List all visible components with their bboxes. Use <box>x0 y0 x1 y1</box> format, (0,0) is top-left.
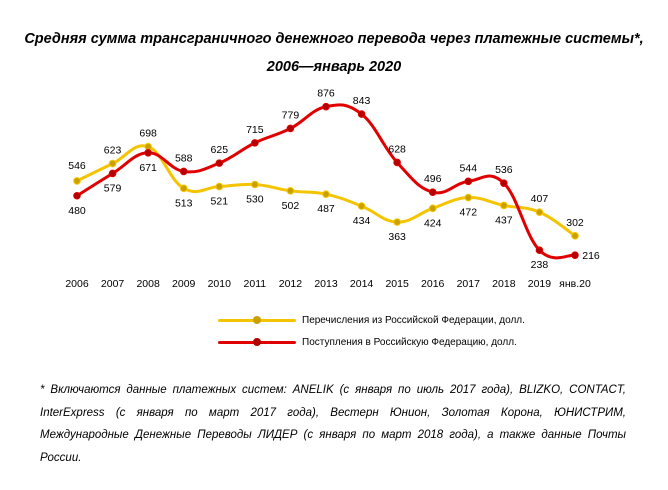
data-label: 715 <box>246 124 264 136</box>
data-point <box>179 167 188 176</box>
data-label: 698 <box>139 128 157 140</box>
x-tick-label: 2011 <box>244 278 267 290</box>
data-label: 496 <box>424 173 442 185</box>
legend-label-incoming: Поступления в Российскую Федерацию, долл… <box>302 336 517 348</box>
data-label: 843 <box>353 95 371 107</box>
data-point <box>251 139 259 147</box>
data-point <box>322 102 330 111</box>
data-label: 671 <box>139 162 157 174</box>
data-label: 521 <box>211 196 229 208</box>
data-label: 302 <box>566 217 584 229</box>
data-label: 546 <box>68 160 86 172</box>
data-point <box>286 187 295 195</box>
data-label: 502 <box>282 200 300 212</box>
data-label: 424 <box>424 217 442 229</box>
x-tick-label: 2012 <box>279 278 303 290</box>
data-label: 625 <box>211 144 229 156</box>
data-label: 487 <box>317 203 335 215</box>
data-point <box>215 182 224 191</box>
data-label: 530 <box>246 194 264 206</box>
data-point <box>393 218 401 226</box>
data-point <box>535 208 544 216</box>
data-point <box>73 191 81 200</box>
data-label: 779 <box>282 109 300 121</box>
legend-label-outgoing: Перечисления из Российской Федерации, до… <box>302 314 525 326</box>
data-label: 216 <box>582 250 600 262</box>
footnote: * Включаются данные платежных систем: AN… <box>40 384 626 464</box>
data-label: 407 <box>531 193 549 205</box>
x-tick-label: 2019 <box>528 278 552 290</box>
data-label: 472 <box>460 207 478 219</box>
data-point <box>357 110 366 118</box>
data-label: 544 <box>460 162 478 174</box>
data-point <box>571 232 579 240</box>
data-point <box>571 251 579 259</box>
data-point <box>357 202 366 210</box>
x-tick-label: 2017 <box>457 278 481 290</box>
data-point <box>535 246 544 254</box>
data-point <box>322 190 330 198</box>
data-label: 437 <box>495 214 513 226</box>
data-point <box>179 184 188 193</box>
x-tick-label: 2008 <box>136 278 160 290</box>
data-point <box>108 159 117 168</box>
data-label: 434 <box>353 215 371 227</box>
legend-swatch-incoming <box>218 336 296 348</box>
data-point <box>464 177 473 186</box>
data-point <box>393 158 401 167</box>
data-point <box>428 188 437 196</box>
x-tick-label: 2010 <box>208 278 232 290</box>
x-tick-label: 2018 <box>492 278 516 290</box>
legend-item-incoming: Поступления в Российскую Федерацию, долл… <box>218 336 517 348</box>
data-point <box>464 193 473 202</box>
data-point <box>73 177 81 185</box>
data-label: 623 <box>104 145 122 157</box>
data-point <box>215 159 224 167</box>
line-chart: 2006 2007 2008 2009 2010 2011 2012 2013 2014 2015… <box>65 88 600 290</box>
data-label: 628 <box>388 143 406 155</box>
legend-item-outgoing: Перечисления из Российской Федерации, до… <box>218 314 525 326</box>
x-tick-label: 2009 <box>172 278 196 290</box>
data-label: 579 <box>104 182 122 194</box>
chart-title-line-1: Средняя сумма трансграничного денежного … <box>24 31 644 47</box>
x-tick-label: 2013 <box>314 278 338 290</box>
data-point <box>500 201 508 210</box>
data-label: 536 <box>495 164 513 176</box>
data-point <box>108 169 117 178</box>
x-tick-label: 2006 <box>65 278 89 290</box>
x-tick-label: 2014 <box>350 278 374 290</box>
data-point <box>428 204 437 213</box>
data-label: 363 <box>388 231 406 243</box>
x-tick-label: 2007 <box>101 278 125 290</box>
data-point <box>286 124 295 133</box>
data-label: 588 <box>175 152 193 164</box>
legend-swatch-outgoing <box>218 314 296 326</box>
data-label: 480 <box>68 205 86 217</box>
x-tick-label: 2016 <box>421 278 445 290</box>
data-point <box>144 148 152 157</box>
data-label: 513 <box>175 197 193 209</box>
chart-title-line-2: 2006—январь 2020 <box>266 59 402 75</box>
data-point <box>251 180 259 189</box>
data-label: 238 <box>531 259 549 271</box>
x-tick-label: 2015 <box>385 278 409 290</box>
data-point <box>500 179 508 187</box>
x-tick-label: янв.20 <box>559 278 591 290</box>
data-label: 876 <box>317 88 335 100</box>
